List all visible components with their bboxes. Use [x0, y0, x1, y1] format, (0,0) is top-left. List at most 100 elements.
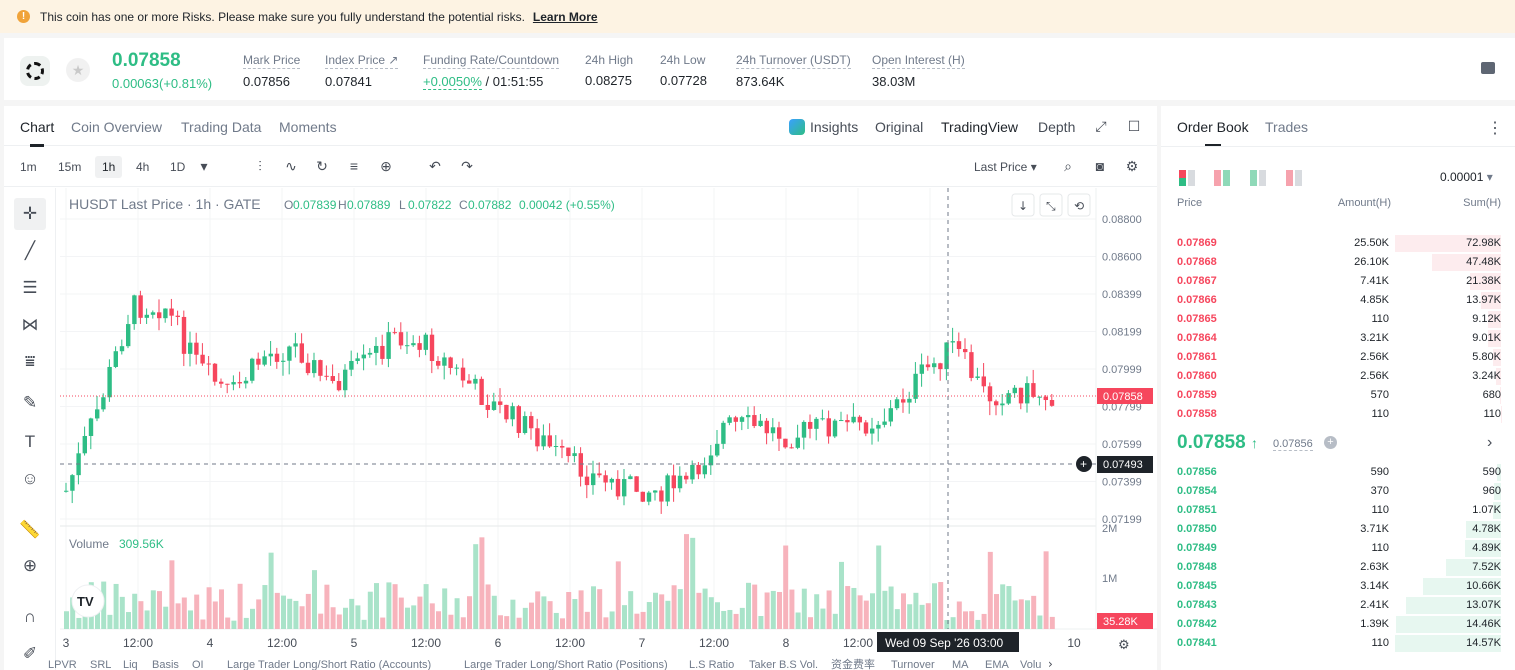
volume-bar [206, 587, 212, 629]
tab-original[interactable]: Original [875, 119, 924, 135]
candle-body [727, 417, 732, 423]
camera-icon[interactable]: ◙ [1095, 158, 1105, 174]
price-chart[interactable]: 0.08800 0.08600 0.08399 0.08199 0.07999 0.077… [4, 106, 1157, 670]
stat-label[interactable]: Mark Price [243, 53, 301, 69]
candle-body [231, 382, 236, 385]
depth-bar [1487, 330, 1501, 347]
emoji-icon[interactable]: ☺ [21, 469, 39, 488]
timeframe-4h[interactable]: 4h [136, 160, 150, 174]
timeframe-1d[interactable]: 1D [170, 160, 186, 174]
tab-trades[interactable]: Trades [1265, 119, 1309, 135]
view-split-icon[interactable] [1214, 170, 1230, 186]
fullscreen-icon[interactable]: ☐ [1127, 118, 1141, 134]
timeframe-1h[interactable]: 1h [95, 156, 123, 178]
tab-coin-overview[interactable]: Coin Overview [71, 119, 163, 135]
volume-tag-bg [1097, 613, 1153, 629]
favorite-star-icon[interactable]: ★ [66, 58, 90, 82]
indicators-icon[interactable]: ∿ [285, 158, 297, 174]
fib-icon[interactable]: ⩸ [24, 352, 36, 371]
timeframe-15m[interactable]: 15m [58, 160, 82, 174]
text-icon[interactable]: T [24, 432, 36, 451]
stat-label[interactable]: Funding Rate/Countdown [423, 53, 560, 69]
redo-icon[interactable]: ↷ [461, 158, 473, 174]
candle-body [857, 416, 862, 423]
bid-row[interactable]: 0.07843 2.41K 13.07K [1161, 596, 1515, 615]
bid-row[interactable]: 0.07848 2.63K 7.52K [1161, 558, 1515, 577]
ask-row[interactable]: 0.07864 3.21K 9.01K [1161, 329, 1515, 348]
tab-tradingview[interactable]: TradingView [941, 119, 1019, 135]
ruler-icon[interactable]: 📏 [19, 520, 41, 539]
ask-row[interactable]: 0.07867 7.41K 21.38K [1161, 272, 1515, 291]
bid-row[interactable]: 0.07854 370 960 [1161, 482, 1515, 501]
bid-row[interactable]: 0.07851 110 1.07K [1161, 501, 1515, 520]
candle-type-icon[interactable]: ⫶ [258, 158, 262, 174]
view-asks-icon[interactable] [1286, 170, 1302, 186]
ask-row[interactable]: 0.07866 4.85K 13.97K [1161, 291, 1515, 310]
brush-icon[interactable]: ✎ [22, 393, 38, 412]
stat-label[interactable]: Open Interest (H) [872, 53, 965, 69]
crosshair-icon[interactable]: ✛ [14, 198, 46, 230]
undo-icon[interactable]: ↶ [429, 158, 441, 174]
volume-bar [498, 615, 503, 629]
bid-row[interactable]: 0.07856 590 590 [1161, 463, 1515, 482]
stat-24h-low: 24h Low 0.07728 [660, 53, 707, 88]
volume-bar [268, 552, 274, 629]
ask-row[interactable]: 0.07859 570 680 [1161, 386, 1515, 405]
timeframe-dropdown-icon[interactable]: ▾ [200, 158, 208, 174]
ask-row[interactable]: 0.07861 2.56K 5.80K [1161, 348, 1515, 367]
chevron-right-icon[interactable]: › [1487, 434, 1493, 451]
book-icon[interactable] [1481, 62, 1495, 74]
plus-icon[interactable]: + [1324, 436, 1337, 449]
tab-trading-data[interactable]: Trading Data [181, 119, 262, 135]
learn-more-link[interactable]: Learn More [532, 9, 598, 24]
bid-row[interactable]: 0.07842 1.39K 14.46K [1161, 615, 1515, 634]
replay-icon[interactable]: ↻ [316, 158, 328, 174]
candle-body [188, 342, 193, 354]
search-icon[interactable]: ⌕ [1064, 158, 1072, 174]
expand-icon[interactable]: ⤢ [1095, 118, 1107, 134]
bid-row[interactable]: 0.07850 3.71K 4.78K [1161, 520, 1515, 539]
magnet-icon[interactable]: ∩ [23, 607, 37, 626]
ask-row[interactable]: 0.07858 110 110 [1161, 405, 1515, 424]
funding-rate-value[interactable]: +0.0050% [423, 74, 482, 90]
bid-row[interactable]: 0.07849 110 4.89K [1161, 539, 1515, 558]
precision-select[interactable]: 0.00001 ▾ [1440, 170, 1493, 184]
ask-row[interactable]: 0.07868 26.10K 47.48K [1161, 253, 1515, 272]
bid-row[interactable]: 0.07841 110 14.57K [1161, 634, 1515, 653]
stat-label[interactable]: 24h Turnover (USDT) [736, 53, 851, 69]
pencil-lock-icon[interactable]: ✐ [22, 644, 38, 663]
tab-moments[interactable]: Moments [279, 119, 337, 135]
volume-bar [219, 589, 224, 629]
stat-funding-rate: Funding Rate/Countdown +0.0050% / 01:51:… [423, 53, 560, 90]
gear-icon[interactable]: ⚙ [1125, 158, 1139, 174]
candle-body [386, 332, 391, 359]
view-bids-icon[interactable] [1250, 170, 1266, 186]
zoom-in-icon[interactable]: ⊕ [22, 556, 38, 575]
last-price-select[interactable]: Last Price ▾ [974, 160, 1037, 174]
tab-depth[interactable]: Depth [1038, 119, 1076, 135]
add-indicator-icon[interactable]: ⊕ [380, 158, 392, 174]
more-options-icon[interactable]: ⋮ [1487, 120, 1503, 137]
candle-body [262, 356, 267, 365]
pattern-icon[interactable]: ⋈ [21, 315, 39, 334]
candle-body [901, 399, 906, 403]
ask-row[interactable]: 0.07865 110 9.12K [1161, 310, 1515, 329]
legend-value: 0.07889 [347, 198, 391, 212]
tab-order-book[interactable]: Order Book [1177, 119, 1249, 147]
ask-row[interactable]: 0.07869 25.50K 72.98K [1161, 234, 1515, 253]
timeframe-1m[interactable]: 1m [20, 160, 37, 174]
candle-body [932, 363, 937, 368]
volume-bar [981, 613, 987, 629]
view-both-icon[interactable] [1179, 170, 1195, 186]
stat-label[interactable]: Index Price ↗ [325, 53, 399, 69]
bid-row[interactable]: 0.07845 3.14K 10.66K [1161, 577, 1515, 596]
trendline-icon[interactable]: ╱ [24, 241, 36, 260]
time-axis-label: 3 [63, 636, 70, 650]
ask-row[interactable]: 0.07860 2.56K 3.24K [1161, 367, 1515, 386]
horizontal-lines-icon[interactable]: ☰ [22, 278, 38, 297]
tab-insights[interactable]: Insights [789, 119, 858, 135]
row-price: 0.07849 [1177, 542, 1217, 554]
tab-chart[interactable]: Chart [20, 119, 55, 147]
volume-bar [132, 593, 138, 629]
templates-icon[interactable]: ≡ [349, 158, 359, 174]
